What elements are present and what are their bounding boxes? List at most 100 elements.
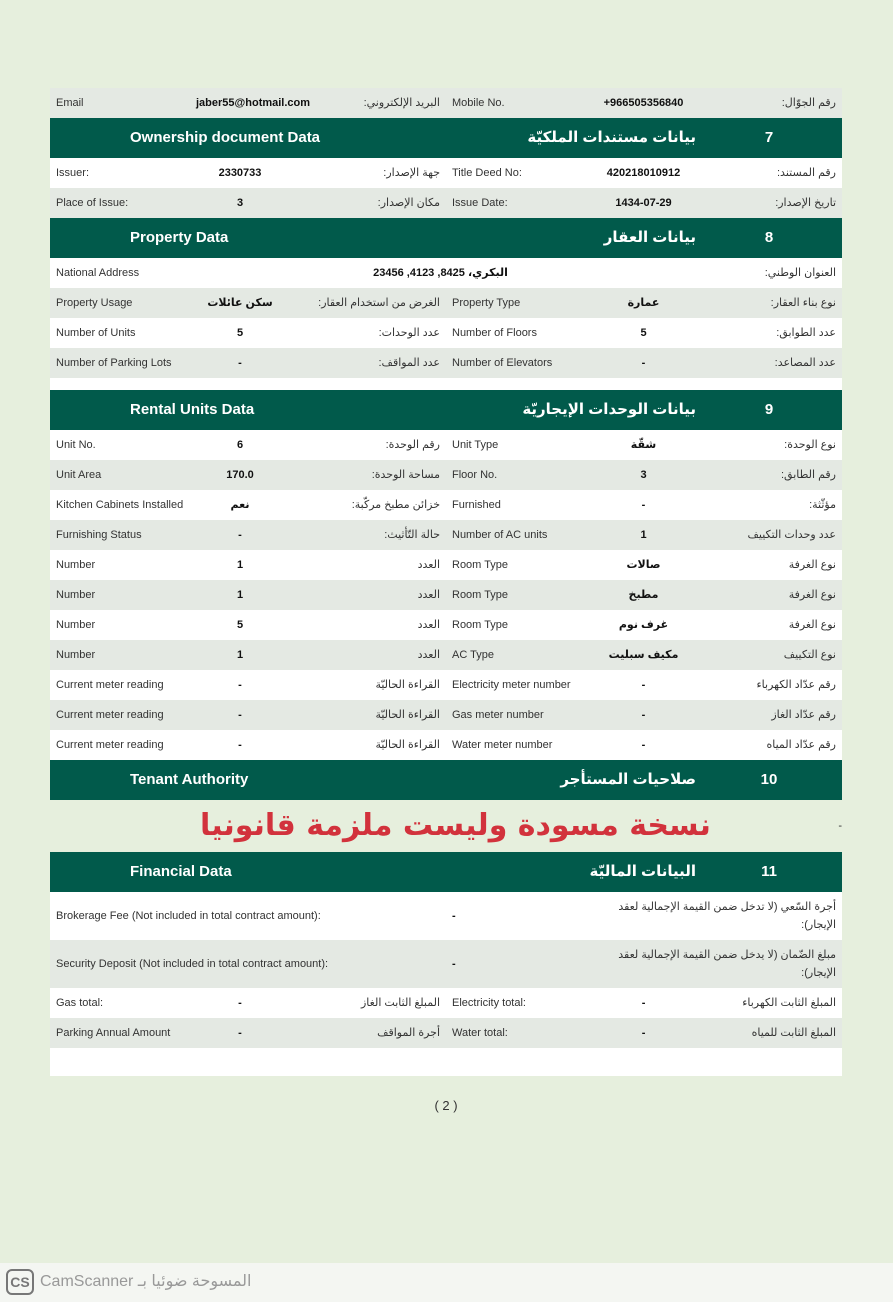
field-value: - [591, 700, 696, 730]
field-value: - [190, 730, 290, 760]
page-number: ( 2 ) [434, 1098, 458, 1113]
field-label-en: Gas meter number [446, 700, 591, 730]
tenant-authority-value: - [838, 820, 842, 832]
field-label-ar: عدد وحدات التكييف [696, 520, 842, 550]
table-row: Current meter reading - القراءة الحاليّة Wa… [50, 730, 842, 760]
field-label-en: Number of Units [50, 318, 190, 348]
field-value: عمارة [591, 288, 696, 318]
field-label-en: Title Deed No: [446, 158, 591, 188]
field-label-en: Current meter reading [50, 730, 190, 760]
section-title-en: Rental Units Data [50, 390, 446, 430]
section-number: 9 [696, 390, 842, 430]
field-value: 3 [190, 188, 290, 218]
table-row: Number of Units 5 عدد الوحدات: Number of Fl… [50, 318, 842, 348]
field-label-en: Furnishing Status [50, 520, 190, 550]
field-label-ar: رقم المستند: [696, 158, 842, 188]
section-header: Ownership document Data بيانات مستندات ال… [50, 118, 842, 158]
field-value: 170.0 [190, 460, 290, 490]
field-label-en: Current meter reading [50, 700, 190, 730]
field-label-en: Electricity meter number [446, 670, 591, 700]
field-label-ar: أجرة المواقف [290, 1018, 447, 1048]
field-label-ar: رقم عدّاد الكهرباء [696, 670, 842, 700]
section-number: 7 [696, 118, 842, 158]
camscanner-footer: CS CamScanner المسوحة ضوئيا بـ [0, 1263, 893, 1302]
table-row: Security Deposit (Not included in total … [50, 940, 843, 988]
table-row: Number 5 العدد Room Type غرف نوم نوع الغرفة [50, 610, 842, 640]
lease-document: Email jaber55@hotmail.com البريد الإلكترون… [50, 88, 843, 1113]
field-label-en: Brokerage Fee (Not included in total con… [50, 892, 447, 940]
field-label-ar: أجرة السّعي (لا تدخل ضمن القيمة الإجمالي… [591, 892, 843, 940]
field-value: - [591, 670, 696, 700]
table-row: Unit No. 6 رقم الوحدة: Unit Type شقّة نوع الو… [50, 430, 842, 460]
field-label-ar: العدد [290, 640, 446, 670]
field-label-ar: المبلغ الثابت للمياه [696, 1018, 843, 1048]
field-value: - [591, 348, 696, 378]
field-label-ar: مؤثّثة: [696, 490, 842, 520]
field-label-ar: مبلغ الضّمان (لا يدخل ضمن القيمة الإجمال… [591, 940, 843, 988]
camscanner-text: CamScanner المسوحة ضوئيا بـ [40, 1273, 252, 1290]
field-label-ar: العنوان الوطني: [591, 258, 842, 288]
blank-cell [50, 1048, 843, 1076]
field-label-ar: نوع الوحدة: [696, 430, 842, 460]
field-label-ar: القراءة الحاليّة [290, 730, 446, 760]
field-value: 1 [190, 550, 290, 580]
data-table: Email jaber55@hotmail.com البريد الإلكترون… [50, 88, 842, 800]
field-label-ar: نوع الغرفة [696, 550, 842, 580]
section-header: Financial Data البيانات الماليّة 11 [50, 852, 843, 892]
table-row: Parking Annual Amount - أجرة المواقف Water … [50, 1018, 843, 1048]
section-number: 11 [696, 852, 843, 892]
field-label-ar: عدد المواقف: [290, 348, 446, 378]
section-header: Property Data بيانات العقار 8 [50, 218, 842, 258]
field-value: - [190, 988, 290, 1018]
field-value: 1 [190, 580, 290, 610]
field-value: - [446, 940, 592, 988]
field-value: - [190, 1018, 290, 1048]
field-label-ar: الغرض من استخدام العقار: [290, 288, 446, 318]
field-value: مطبخ [591, 580, 696, 610]
field-label-ar: العدد [290, 550, 446, 580]
field-value: شقّة [591, 430, 696, 460]
field-value: البكري، 8425, 4123, 23456 [290, 258, 591, 288]
table-row: Number 1 العدد AC Type مكيف سبليت نوع التكييف [50, 640, 842, 670]
field-label-ar: عدد المصاعد: [696, 348, 842, 378]
field-value: 5 [190, 318, 290, 348]
field-label-en: Unit Type [446, 430, 591, 460]
field-label-en: Room Type [446, 550, 591, 580]
field-value: نعم [190, 490, 290, 520]
field-value: 2330733 [190, 158, 290, 188]
section-title-en: Tenant Authority [50, 760, 446, 800]
field-value: مكيف سبليت [591, 640, 696, 670]
field-value: سكن عائلات [190, 288, 290, 318]
table-row: Unit Area 170.0 مساحة الوحدة: Floor No. 3 رقم… [50, 460, 842, 490]
section-number: 10 [696, 760, 842, 800]
field-label-en: Parking Annual Amount [50, 1018, 190, 1048]
field-label-en: Number [50, 610, 190, 640]
field-value: 6 [190, 430, 290, 460]
section-title-en: Ownership document Data [50, 118, 446, 158]
table-row: Property Usage سكن عائلات الغرض من استخدام… [50, 288, 842, 318]
field-label-en: Unit No. [50, 430, 190, 460]
field-label-en: Number [50, 580, 190, 610]
table-row: Number of Parking Lots - عدد المواقف: Numbe… [50, 348, 842, 378]
blank-row [50, 1048, 843, 1076]
field-value: - [190, 670, 290, 700]
table-row: Gas total: - المبلغ الثابت الغاز Electricit… [50, 988, 843, 1018]
field-label-ar: عدد الطوابق: [696, 318, 842, 348]
field-label-ar: جهة الإصدار: [290, 158, 446, 188]
field-label-ar: عدد الوحدات: [290, 318, 446, 348]
field-label-ar: نوع بناء العقار: [696, 288, 842, 318]
field-label-en: Security Deposit (Not included in total … [50, 940, 447, 988]
field-label-ar: رقم الوحدة: [290, 430, 446, 460]
blank-row [50, 378, 842, 390]
field-label-en: Email [50, 88, 190, 118]
field-label-ar: رقم الجوّال: [696, 88, 842, 118]
field-value: صالات [591, 550, 696, 580]
field-label-en: Number [50, 550, 190, 580]
section-header: Tenant Authority صلاحيات المستأجر 10 [50, 760, 842, 800]
field-label-ar: خزائن مطبخ مركّبة: [290, 490, 446, 520]
field-label-ar: العدد [290, 580, 446, 610]
section-title-ar: بيانات مستندات الملكيّة [446, 118, 696, 158]
data-table: Financial Data البيانات الماليّة 11 Brokera… [50, 852, 843, 1076]
field-label-en: AC Type [446, 640, 591, 670]
section-title-ar: بيانات الوحدات الإيجاريّة [446, 390, 696, 430]
